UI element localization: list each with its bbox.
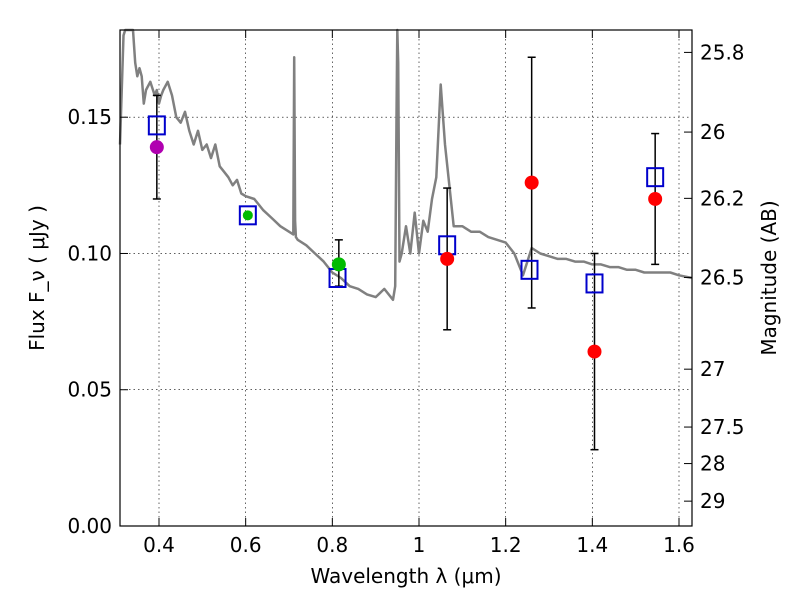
mag-tick-label: 26.2 xyxy=(700,186,745,210)
observed-flux-point xyxy=(587,344,602,359)
plot-series xyxy=(118,28,693,451)
spectrum-line xyxy=(118,28,693,302)
model-photometry-square xyxy=(520,259,539,280)
y-axis-label: Flux F_ν ( μJy ) xyxy=(25,205,49,351)
x-tick-label: 1.2 xyxy=(490,533,522,557)
mag-tick-label: 27.5 xyxy=(700,415,745,439)
y-right-axis-label: Magnitude (AB) xyxy=(757,200,781,355)
mag-tick-label: 27 xyxy=(700,357,725,381)
mag-tick-label: 26 xyxy=(700,120,725,144)
model-photometry-square xyxy=(238,205,257,226)
x-tick-label: 1.4 xyxy=(576,533,608,557)
observed-flux-point xyxy=(524,175,539,190)
x-tick-label: 1.6 xyxy=(663,533,695,557)
observed-flux-point xyxy=(242,210,253,221)
x-tick-label: 0.6 xyxy=(230,533,262,557)
y-tick-label: 0.00 xyxy=(67,514,112,538)
y-tick-label: 0.15 xyxy=(67,105,112,129)
mag-tick-label: 25.8 xyxy=(700,40,745,64)
grid-lines xyxy=(120,30,692,527)
mag-tick-label: 28 xyxy=(700,452,725,476)
x-axis-label: Wavelength λ (μm) xyxy=(310,564,501,588)
observed-flux-point xyxy=(331,257,346,272)
model-photometry-square xyxy=(585,273,604,294)
y-tick-label: 0.05 xyxy=(67,378,112,402)
mag-tick-label: 29 xyxy=(700,489,725,513)
x-tick-label: 1 xyxy=(413,533,426,557)
y-tick-label: 0.10 xyxy=(67,241,112,265)
model-photometry-square xyxy=(646,167,665,188)
observed-flux-point xyxy=(440,251,455,266)
model-photometry-square xyxy=(147,115,166,136)
x-tick-label: 0.8 xyxy=(316,533,348,557)
mag-tick-label: 26.5 xyxy=(700,265,745,289)
x-tick-label: 0.4 xyxy=(143,533,175,557)
observed-flux-point xyxy=(648,191,663,206)
axis-ticks: 0.4 0.6 0.8 1 1.2 1.4 1.6 0.00 0.05 0.10 0.15 25.8 2… xyxy=(67,30,745,557)
observed-flux-point xyxy=(149,140,164,155)
plot-frame xyxy=(119,29,693,527)
